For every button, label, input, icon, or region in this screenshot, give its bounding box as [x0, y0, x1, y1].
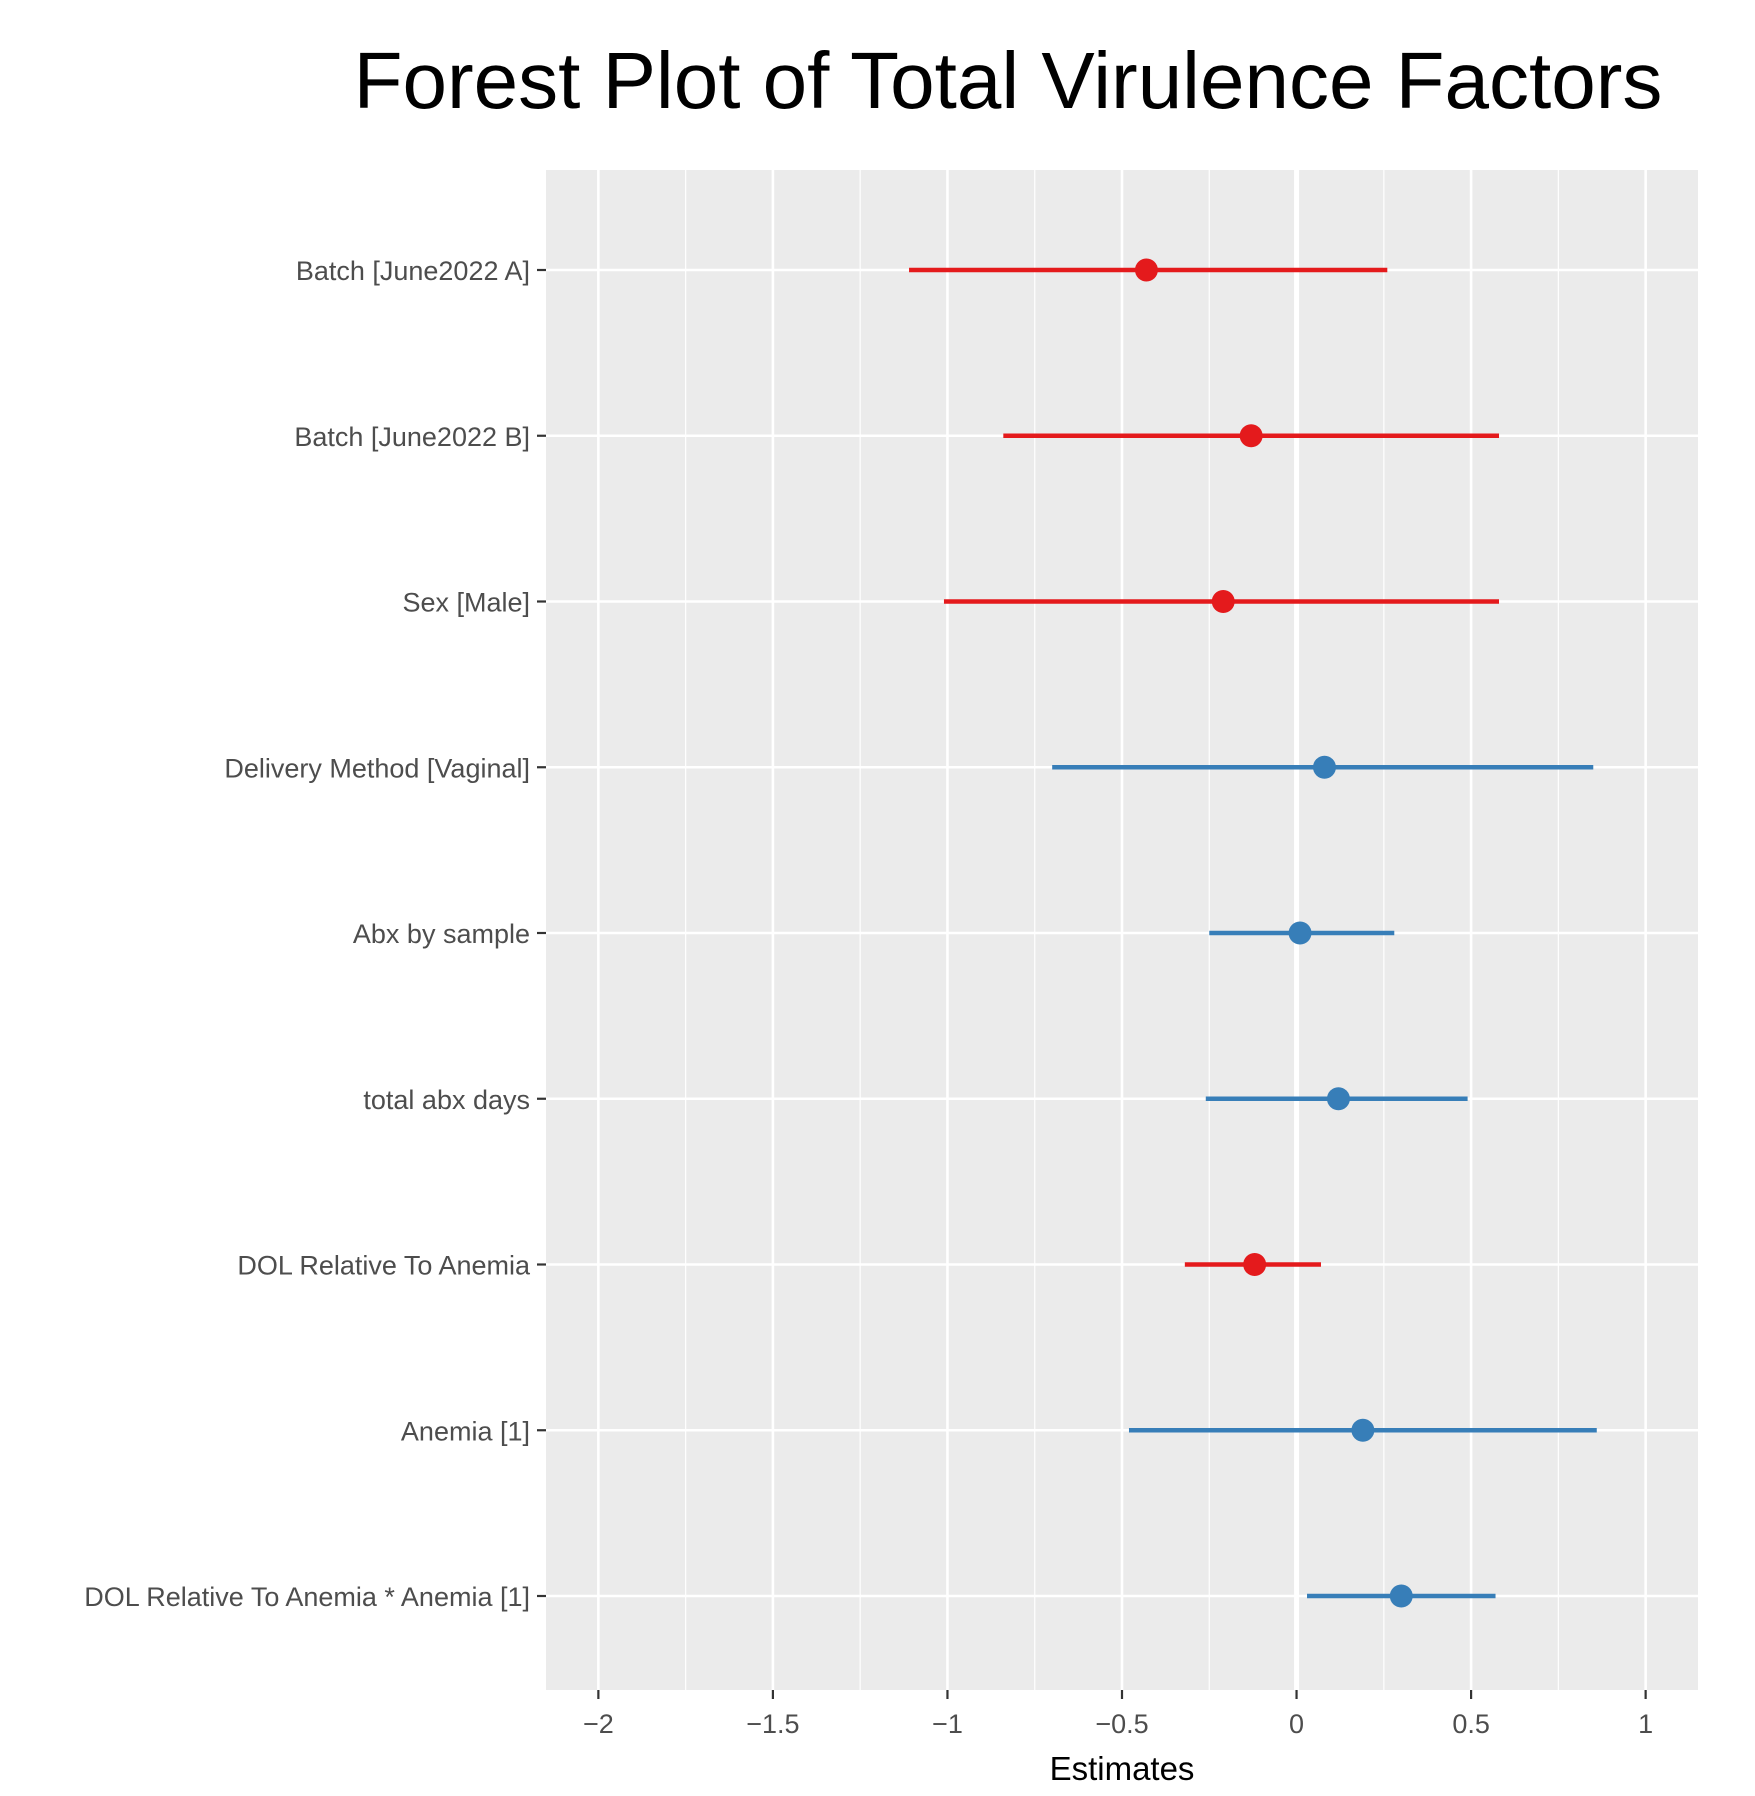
- point-estimate: [1326, 1087, 1350, 1111]
- x-tick-label: 1: [1638, 1709, 1653, 1739]
- point-estimate: [1239, 424, 1263, 448]
- y-axis: Batch [June2022 A] Batch [June2022 B] Sex …: [84, 256, 546, 1612]
- x-tick-label: −2: [583, 1709, 614, 1739]
- x-tick-label: −0.5: [1095, 1709, 1148, 1739]
- chart-title: Forest Plot of Total Virulence Factors: [354, 36, 1663, 125]
- x-tick-label: −1: [932, 1709, 963, 1739]
- y-tick-label: DOL Relative To Anemia: [237, 1251, 531, 1281]
- point-estimate: [1243, 1253, 1267, 1276]
- y-tick-label: Abx by sample: [353, 919, 530, 949]
- x-axis-title: Estimates: [1050, 1750, 1195, 1787]
- x-tick-label: 0: [1289, 1709, 1304, 1739]
- x-tick-label: −1.5: [746, 1709, 799, 1739]
- y-tick-label: total abx days: [363, 1085, 530, 1115]
- x-tick-label: 0.5: [1452, 1709, 1490, 1739]
- y-tick-label: DOL Relative To Anemia * Anemia [1]: [84, 1582, 530, 1612]
- point-estimate: [1389, 1584, 1413, 1608]
- point-estimate: [1312, 755, 1336, 779]
- point-estimate: [1211, 590, 1235, 613]
- point-estimate: [1351, 1418, 1375, 1442]
- data-layer: [909, 258, 1597, 1608]
- point-estimate: [1134, 258, 1158, 282]
- point-estimate: [1288, 921, 1312, 945]
- y-tick-label: Delivery Method [Vaginal]: [224, 753, 530, 783]
- y-tick-label: Batch [June2022 B]: [294, 422, 530, 452]
- y-tick-label: Batch [June2022 A]: [296, 256, 530, 286]
- y-tick-label: Sex [Male]: [402, 588, 530, 618]
- x-axis: −2 −1.5 −1 −0.5 0 0.5 1: [583, 1690, 1653, 1739]
- y-tick-label: Anemia [1]: [401, 1416, 530, 1446]
